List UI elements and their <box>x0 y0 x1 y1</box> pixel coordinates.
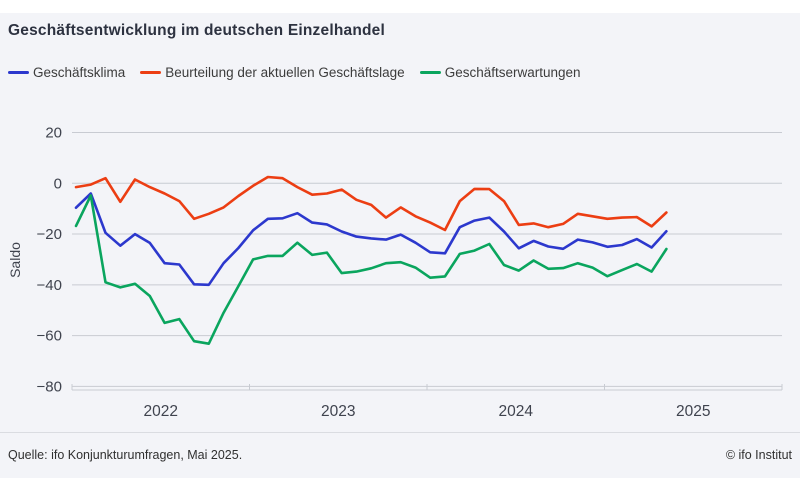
x-tick-label: 2024 <box>499 403 534 420</box>
footer: Quelle: ifo Konjunkturumfragen, Mai 2025… <box>0 448 800 468</box>
series-line-gesch-ftsklima <box>74 192 668 287</box>
source-note: Quelle: ifo Konjunkturumfragen, Mai 2025… <box>8 448 243 462</box>
legend: Geschäftsklima Beurteilung der aktuellen… <box>8 62 581 82</box>
legend-line-swatch-blue <box>8 70 29 74</box>
y-tick-label: 20 <box>45 125 62 142</box>
footer-divider <box>0 432 800 433</box>
legend-label: Geschäftserwartungen <box>444 64 581 80</box>
y-tick-label: −80 <box>37 378 62 395</box>
series-line-beurteilung-der-aktuellen-gesch-ftslage <box>74 175 668 232</box>
y-axis-label: Saldo <box>7 242 23 278</box>
x-tick-label: 2022 <box>144 403 178 420</box>
x-tick-label: 2023 <box>321 403 355 420</box>
legend-item-geschaeftserwartungen: Geschäftserwartungen <box>419 64 581 80</box>
y-tick-label: −40 <box>37 277 62 294</box>
page-title: Geschäftsentwicklung im deutschen Einzel… <box>8 22 385 39</box>
legend-line-swatch-green <box>419 70 441 74</box>
y-tick-label: −60 <box>37 328 62 345</box>
copyright-note: © ifo Institut <box>725 448 792 462</box>
legend-label: Geschäftsklima <box>33 64 126 80</box>
y-tick-label: 0 <box>54 175 62 192</box>
chart-panel <box>0 13 800 478</box>
x-tick-label: 2025 <box>676 403 710 420</box>
legend-label: Beurteilung der aktuellen Geschäftslage <box>165 64 405 80</box>
legend-item-geschaeftslage: Beurteilung der aktuellen Geschäftslage <box>140 64 405 80</box>
y-tick-label: −20 <box>37 226 62 243</box>
legend-item-geschaeftsklima: Geschäftsklima <box>8 65 125 80</box>
legend-line-swatch-red <box>140 70 162 74</box>
series-line-gesch-ftserwartungen <box>74 194 668 346</box>
